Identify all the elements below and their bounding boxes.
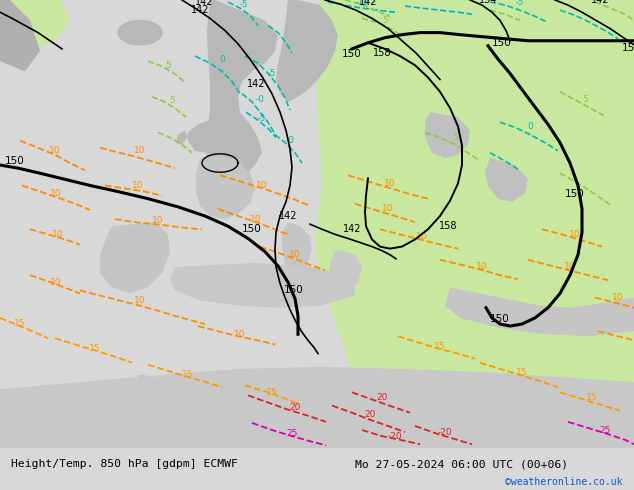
Text: ©weatheronline.co.uk: ©weatheronline.co.uk [505,477,623,487]
Text: 134: 134 [479,0,497,5]
Text: 0: 0 [219,54,225,64]
Text: -5: -5 [268,69,276,78]
Text: 150: 150 [622,43,634,53]
Text: 10: 10 [384,179,396,188]
Text: 10: 10 [382,204,394,213]
Text: Height/Temp. 850 hPa [gdpm] ECMWF: Height/Temp. 850 hPa [gdpm] ECMWF [11,459,238,469]
Text: 10: 10 [133,181,144,190]
Text: Mo 27-05-2024 06:00 UTC (00+06): Mo 27-05-2024 06:00 UTC (00+06) [355,459,568,469]
Text: 10: 10 [417,232,428,241]
Polygon shape [170,263,355,308]
Polygon shape [176,130,188,145]
Text: 5: 5 [382,16,388,25]
Polygon shape [0,0,70,61]
Text: 15: 15 [182,370,194,379]
Text: 150: 150 [284,285,304,295]
Text: -10: -10 [355,0,369,6]
Polygon shape [485,158,528,202]
Text: 5: 5 [369,0,375,4]
Text: 15: 15 [586,393,598,402]
Polygon shape [188,120,218,153]
Polygon shape [276,0,338,102]
Text: 150: 150 [342,49,362,59]
Text: 5: 5 [582,96,588,104]
Text: 10: 10 [52,230,64,239]
Text: 158: 158 [373,48,391,58]
Text: 150: 150 [490,314,510,324]
Text: 142: 142 [191,5,209,15]
Text: 15: 15 [89,344,101,353]
Text: 25: 25 [599,425,611,435]
Text: 5: 5 [452,133,458,142]
Polygon shape [118,21,162,45]
Text: 10: 10 [250,215,262,223]
Text: 142: 142 [195,0,213,7]
Text: 10: 10 [476,263,488,271]
Text: -5: -5 [258,114,266,122]
Polygon shape [0,367,634,448]
Text: 10: 10 [289,250,301,259]
Text: 150: 150 [492,38,512,48]
Text: 5: 5 [169,97,175,105]
Text: 15: 15 [516,368,527,377]
Text: 10: 10 [234,330,246,339]
Text: 25: 25 [287,429,298,438]
Text: 150: 150 [242,224,262,234]
Text: 5: 5 [165,61,171,70]
Text: 10: 10 [569,230,581,239]
Text: -0: -0 [285,136,295,145]
Polygon shape [100,222,170,294]
Text: -5: -5 [240,0,248,9]
Text: 0: 0 [527,122,533,131]
Text: 142: 142 [591,0,609,5]
Text: 20: 20 [377,393,387,402]
Text: 10: 10 [50,189,61,198]
Text: 20: 20 [365,410,376,419]
Polygon shape [282,222,312,280]
Text: 142: 142 [247,78,265,89]
Polygon shape [138,375,145,379]
Polygon shape [330,249,362,291]
Text: 150: 150 [5,156,25,166]
Polygon shape [475,0,634,194]
Text: 142: 142 [343,224,361,234]
Text: -20: -20 [437,428,452,437]
Text: -20: -20 [387,432,403,441]
Text: 150: 150 [565,189,585,198]
Text: 20: 20 [289,403,301,412]
Text: 142: 142 [279,211,297,221]
Polygon shape [315,0,634,448]
Polygon shape [425,112,470,158]
Text: 158: 158 [439,221,457,231]
Text: 10: 10 [134,296,146,305]
Text: 142: 142 [359,0,377,7]
Text: -0: -0 [256,96,264,104]
Text: 10: 10 [152,216,164,224]
Text: -5: -5 [516,0,524,6]
Text: 10: 10 [50,278,61,287]
Text: 15: 15 [266,388,278,397]
Text: 15: 15 [14,318,26,327]
Text: 15: 15 [434,342,446,351]
Text: 10: 10 [564,263,576,271]
Polygon shape [0,0,40,72]
Text: 10: 10 [134,147,146,155]
Polygon shape [445,287,634,336]
Polygon shape [196,155,255,219]
Text: 10: 10 [612,293,624,302]
Text: 10: 10 [256,181,268,190]
Polygon shape [205,0,278,185]
Text: 10: 10 [49,147,61,155]
Polygon shape [152,379,158,383]
